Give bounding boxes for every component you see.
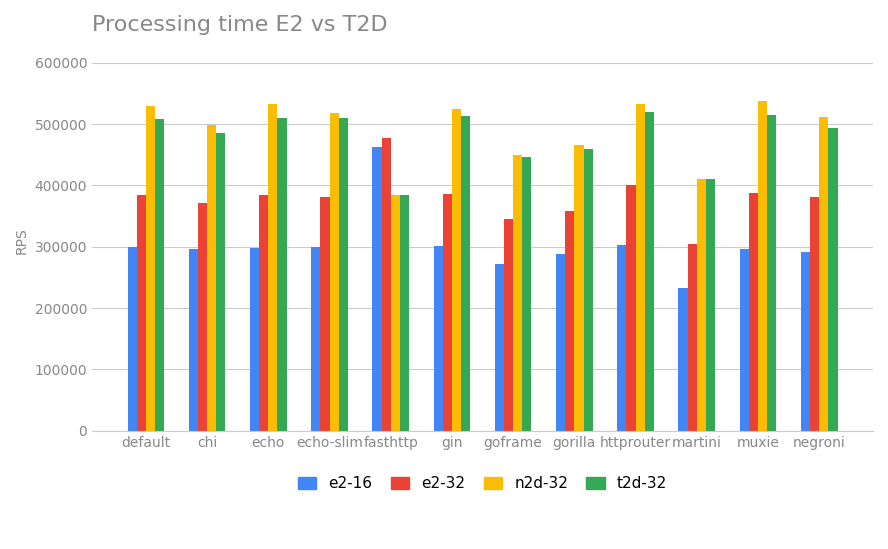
Bar (829, 128, 837, 430)
Bar (433, 246, 443, 430)
Bar (740, 249, 749, 430)
Bar (758, 102, 767, 430)
Bar (155, 119, 164, 430)
Bar (626, 186, 636, 430)
Bar (575, 145, 583, 430)
Text: Processing time E2 vs T2D: Processing time E2 vs T2D (92, 15, 388, 35)
Bar (583, 149, 592, 430)
Bar (400, 194, 409, 430)
Bar (617, 245, 626, 430)
Bar (338, 118, 348, 430)
Bar (137, 194, 146, 430)
Bar (128, 247, 137, 430)
Bar (687, 244, 697, 430)
Bar (697, 179, 706, 430)
Bar (636, 104, 645, 430)
Bar (443, 194, 452, 430)
Bar (391, 194, 400, 430)
Bar (461, 116, 471, 430)
Bar (767, 115, 776, 430)
Bar (311, 247, 321, 430)
Bar (495, 264, 504, 430)
Bar (207, 125, 217, 430)
Y-axis label: RPS: RPS (15, 227, 29, 254)
Bar (565, 211, 575, 430)
Bar (819, 117, 829, 430)
Bar (329, 113, 338, 430)
Legend: e2-16, e2-32, n2d-32, t2d-32: e2-16, e2-32, n2d-32, t2d-32 (297, 477, 667, 491)
Bar (645, 112, 654, 430)
Bar (513, 155, 522, 430)
Bar (268, 104, 277, 430)
Bar (556, 254, 565, 430)
Bar (189, 249, 198, 430)
Bar (250, 248, 259, 430)
Bar (749, 193, 758, 430)
Bar (706, 179, 715, 430)
Bar (259, 195, 268, 430)
Bar (217, 133, 226, 430)
Bar (321, 197, 329, 430)
Bar (146, 105, 155, 430)
Bar (198, 203, 207, 430)
Bar (801, 251, 810, 430)
Bar (372, 147, 382, 430)
Bar (277, 118, 287, 430)
Bar (810, 197, 819, 430)
Bar (382, 138, 391, 430)
Bar (504, 219, 513, 430)
Bar (678, 288, 687, 430)
Bar (522, 156, 532, 430)
Bar (452, 109, 461, 430)
